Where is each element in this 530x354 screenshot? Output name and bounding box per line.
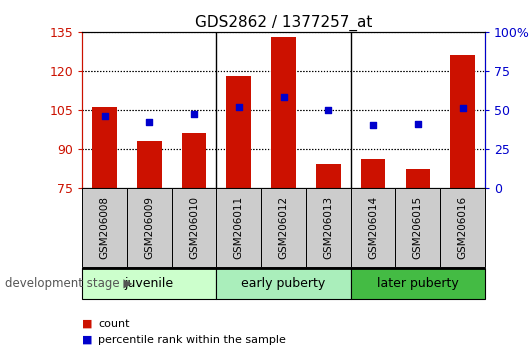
Text: percentile rank within the sample: percentile rank within the sample xyxy=(98,335,286,345)
FancyBboxPatch shape xyxy=(82,188,127,267)
Text: development stage ▶: development stage ▶ xyxy=(5,277,132,290)
Text: GSM206011: GSM206011 xyxy=(234,196,244,259)
FancyBboxPatch shape xyxy=(351,188,395,267)
FancyBboxPatch shape xyxy=(172,188,216,267)
Point xyxy=(100,113,109,119)
Bar xyxy=(271,37,296,188)
FancyBboxPatch shape xyxy=(127,188,172,267)
FancyBboxPatch shape xyxy=(82,268,216,299)
Text: juvenile: juvenile xyxy=(125,277,174,290)
Text: GSM206008: GSM206008 xyxy=(100,196,110,259)
Text: count: count xyxy=(98,319,129,329)
Point xyxy=(190,112,198,117)
Bar xyxy=(405,170,430,188)
Text: ■: ■ xyxy=(82,335,96,345)
FancyBboxPatch shape xyxy=(306,188,351,267)
Text: GSM206016: GSM206016 xyxy=(457,196,467,259)
Bar xyxy=(316,164,341,188)
Title: GDS2862 / 1377257_at: GDS2862 / 1377257_at xyxy=(195,14,372,30)
Bar xyxy=(226,76,251,188)
FancyBboxPatch shape xyxy=(440,188,485,267)
Bar xyxy=(361,159,385,188)
Point xyxy=(324,107,332,113)
Point xyxy=(235,104,243,109)
Text: GSM206015: GSM206015 xyxy=(413,196,423,259)
Bar xyxy=(182,133,206,188)
Text: GSM206012: GSM206012 xyxy=(279,196,288,259)
FancyBboxPatch shape xyxy=(216,188,261,267)
FancyBboxPatch shape xyxy=(216,268,351,299)
Text: GSM206014: GSM206014 xyxy=(368,196,378,259)
Point xyxy=(145,119,154,125)
Point xyxy=(458,105,467,111)
Bar xyxy=(137,141,162,188)
Text: GSM206013: GSM206013 xyxy=(323,196,333,259)
Text: GSM206009: GSM206009 xyxy=(144,196,154,259)
Bar xyxy=(92,107,117,188)
Point xyxy=(369,122,377,128)
Text: early puberty: early puberty xyxy=(242,277,325,290)
Text: later puberty: later puberty xyxy=(377,277,458,290)
Text: GSM206010: GSM206010 xyxy=(189,196,199,259)
FancyBboxPatch shape xyxy=(395,188,440,267)
FancyBboxPatch shape xyxy=(351,268,485,299)
Bar xyxy=(450,55,475,188)
Text: ■: ■ xyxy=(82,319,96,329)
Point xyxy=(413,121,422,127)
Point xyxy=(279,95,288,100)
FancyBboxPatch shape xyxy=(261,188,306,267)
